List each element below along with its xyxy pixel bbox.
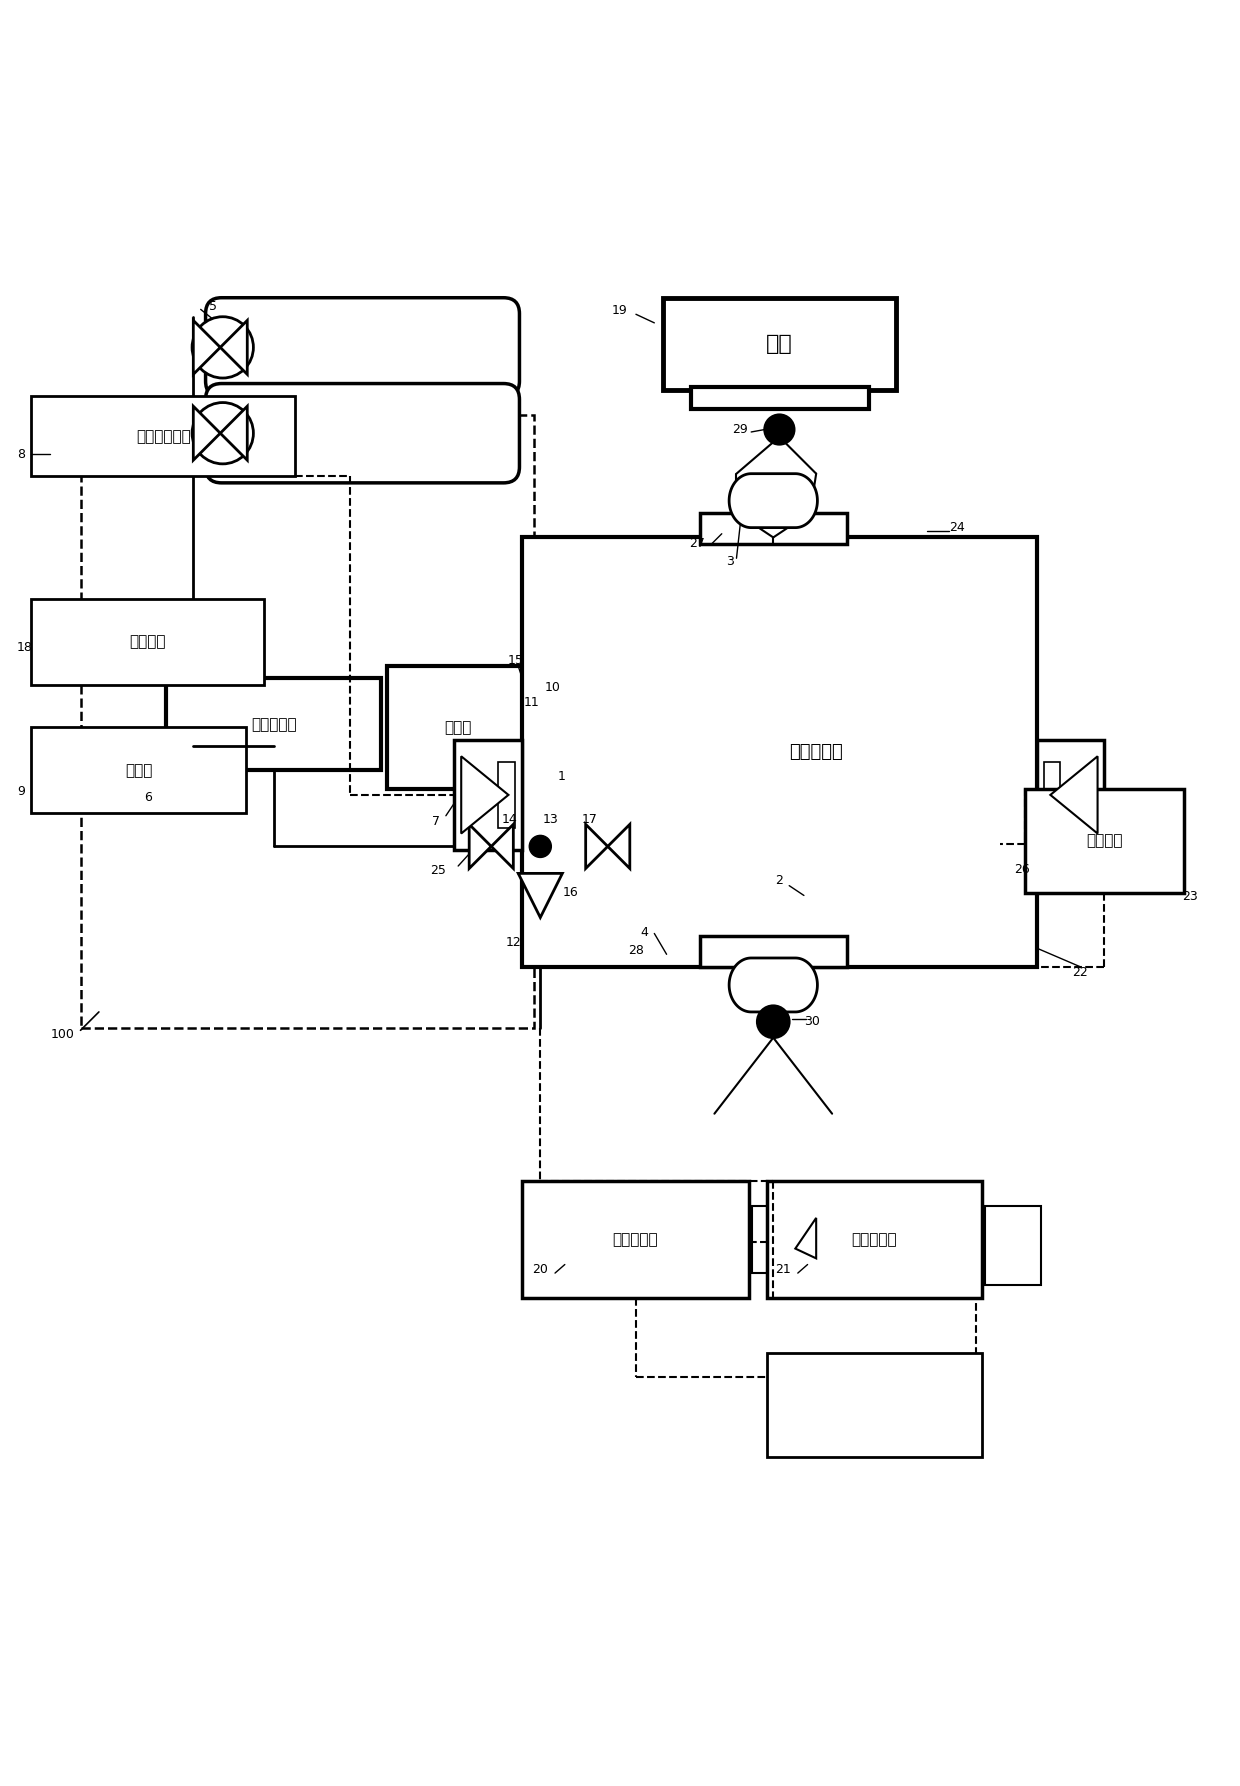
Polygon shape (193, 405, 221, 461)
Text: 2: 2 (775, 873, 784, 888)
Polygon shape (1050, 755, 1097, 834)
Text: 6: 6 (144, 791, 151, 804)
Text: 功效级放大器: 功效级放大器 (136, 429, 191, 443)
Text: 9: 9 (17, 784, 25, 798)
Text: 23: 23 (1182, 889, 1198, 904)
Text: 液体进样泵: 液体进样泵 (250, 716, 296, 732)
Bar (387, 666, 528, 789)
Text: 100: 100 (51, 1027, 74, 1041)
Polygon shape (729, 957, 817, 1013)
Bar (768, 1352, 982, 1457)
Text: 7: 7 (432, 816, 440, 829)
Circle shape (765, 414, 794, 445)
Bar (986, 1206, 1040, 1286)
Polygon shape (461, 755, 508, 834)
Bar (31, 396, 295, 477)
Text: 1: 1 (557, 770, 565, 782)
Polygon shape (518, 873, 563, 918)
Bar (31, 598, 264, 684)
Circle shape (192, 316, 253, 379)
Bar (455, 739, 522, 850)
Polygon shape (469, 825, 491, 868)
Text: 19: 19 (613, 304, 627, 318)
Polygon shape (795, 1218, 816, 1259)
Bar (522, 1181, 749, 1298)
FancyBboxPatch shape (206, 298, 520, 396)
Bar (522, 538, 1037, 966)
Text: 30: 30 (805, 1014, 821, 1029)
Text: 定容燃烧弹: 定容燃烧弹 (790, 743, 843, 761)
Text: 11: 11 (523, 697, 539, 709)
Polygon shape (221, 320, 247, 375)
FancyBboxPatch shape (206, 384, 520, 482)
Text: 12: 12 (506, 936, 521, 948)
Text: 22: 22 (1071, 966, 1087, 979)
Polygon shape (608, 825, 630, 868)
Text: 17: 17 (582, 813, 598, 825)
Bar (699, 513, 847, 543)
Bar (663, 298, 895, 391)
Text: 26: 26 (1014, 863, 1030, 877)
Text: 24: 24 (950, 522, 965, 534)
Text: 29: 29 (733, 423, 748, 436)
Text: 8: 8 (17, 448, 25, 461)
Text: 高速摄像机: 高速摄像机 (613, 1232, 658, 1247)
Text: 江灯: 江灯 (766, 334, 792, 354)
Bar (81, 414, 534, 1029)
Bar (1044, 763, 1060, 829)
Text: 15: 15 (508, 654, 523, 666)
Polygon shape (221, 405, 247, 461)
Text: 点火系统: 点火系统 (1086, 834, 1122, 848)
Bar (699, 936, 847, 966)
Bar (691, 386, 869, 409)
Text: 25: 25 (430, 864, 446, 877)
Text: 21: 21 (775, 1263, 791, 1275)
Text: 28: 28 (627, 945, 644, 957)
Bar (498, 763, 515, 829)
Text: 10: 10 (544, 680, 560, 693)
Text: 4: 4 (641, 925, 649, 939)
Bar (1024, 789, 1184, 893)
Text: 稳压源: 稳压源 (125, 763, 153, 779)
Text: 14: 14 (502, 813, 517, 825)
Polygon shape (585, 825, 608, 868)
Text: 27: 27 (689, 538, 706, 550)
Bar (753, 1206, 795, 1273)
Polygon shape (193, 320, 221, 375)
Text: 气化罐: 气化罐 (444, 720, 471, 736)
Bar (1037, 739, 1105, 850)
Text: 频率系统: 频率系统 (130, 634, 166, 648)
Bar (31, 727, 246, 813)
Circle shape (529, 836, 552, 857)
Polygon shape (729, 473, 817, 527)
Polygon shape (491, 825, 513, 868)
Bar (166, 679, 381, 770)
Text: 5: 5 (210, 300, 217, 313)
Text: 3: 3 (727, 555, 734, 568)
Circle shape (192, 402, 253, 464)
Bar (768, 1181, 982, 1298)
Text: 计算机系统: 计算机系统 (852, 1232, 898, 1247)
Circle shape (758, 1006, 789, 1038)
Text: 13: 13 (542, 813, 558, 825)
Text: 20: 20 (532, 1263, 548, 1275)
Text: 18: 18 (17, 641, 32, 654)
Text: 16: 16 (563, 886, 579, 900)
